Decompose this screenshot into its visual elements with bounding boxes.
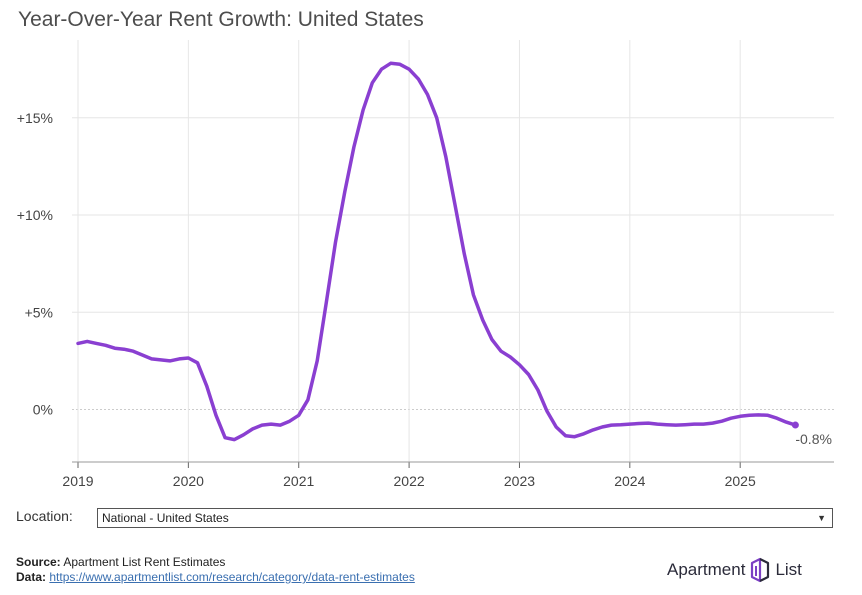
source-text: Apartment List Rent Estimates [63, 555, 226, 569]
location-label: Location: [16, 508, 73, 524]
x-tick-label: 2022 [394, 473, 425, 489]
y-tick-label: +5% [25, 304, 53, 320]
location-select[interactable]: National - United States ▼ [97, 508, 833, 528]
series-end-point[interactable] [791, 421, 799, 429]
x-tick-label: 2024 [614, 473, 645, 489]
data-label: Data: [16, 570, 47, 584]
y-tick-label: +15% [17, 110, 53, 126]
source-line: Source: Apartment List Rent Estimates [16, 555, 415, 570]
series-layer: -0.8% [76, 61, 832, 447]
footer: Source: Apartment List Rent Estimates Da… [16, 555, 415, 585]
grid-layer [72, 40, 834, 462]
y-tick-label: +10% [17, 207, 53, 223]
series-line-national [76, 61, 798, 442]
end-value-label: -0.8% [795, 431, 832, 447]
x-tick-label: 2023 [504, 473, 535, 489]
logo-mark-icon [751, 557, 770, 583]
axis-layer: 0% +5% +10% +15% 2019 2020 2021 2022 2023 2024 202… [17, 110, 834, 489]
data-link[interactable]: https://www.apartmentlist.com/research/c… [49, 570, 415, 584]
logo-word-apartment: Apartment [667, 560, 746, 579]
x-tick-label: 2021 [283, 473, 314, 489]
x-tick-label: 2025 [725, 473, 756, 489]
chevron-down-icon: ▼ [817, 513, 826, 523]
logo-word-list: List [775, 560, 802, 579]
y-tick-label: 0% [33, 401, 53, 417]
chart-area: 0% +5% +10% +15% 2019 2020 2021 2022 2023 2024 202… [17, 40, 834, 489]
location-selected-value: National - United States [102, 511, 229, 525]
source-label: Source: [16, 555, 61, 569]
x-tick-label: 2019 [62, 473, 93, 489]
data-line: Data: https://www.apartmentlist.com/rese… [16, 570, 415, 585]
apartment-list-logo: Apartment List [667, 556, 802, 584]
chart-title: Year-Over-Year Rent Growth: United State… [18, 8, 424, 31]
x-tick-label: 2020 [173, 473, 204, 489]
